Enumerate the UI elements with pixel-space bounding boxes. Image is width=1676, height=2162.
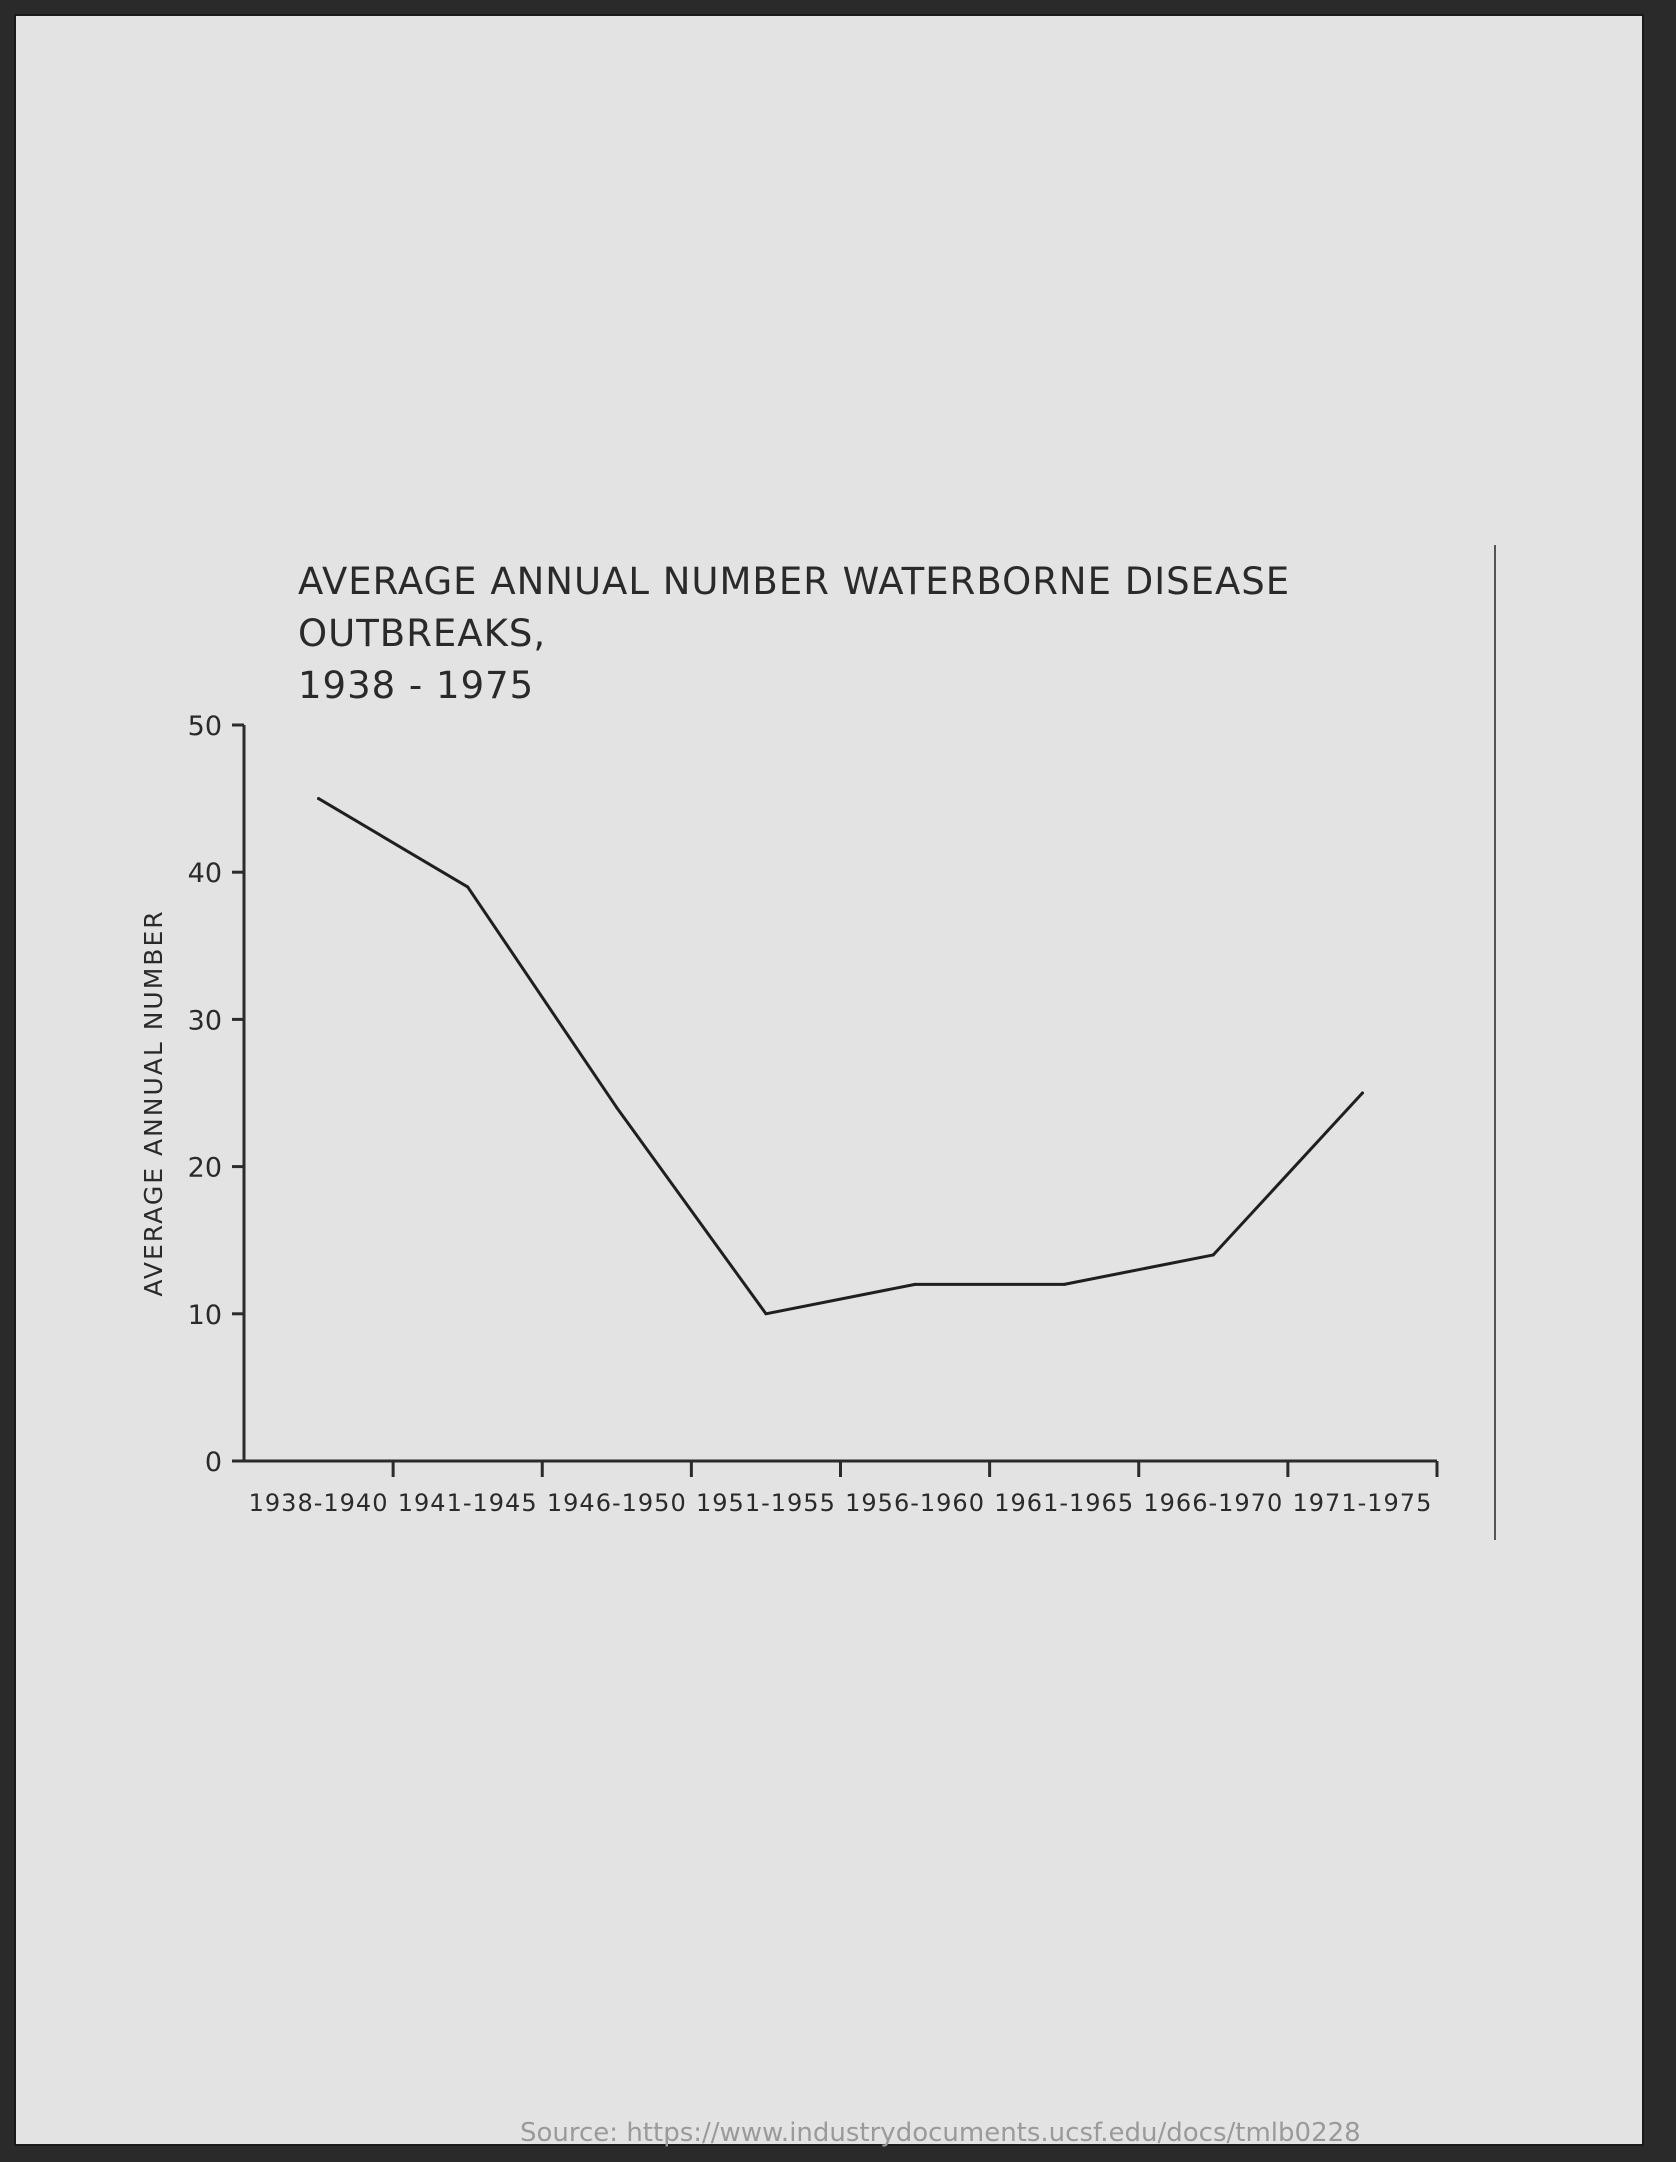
x-tick-label: 1966-1970 — [1143, 1489, 1283, 1517]
y-tick-label: 10 — [188, 1300, 222, 1331]
source-footer: Source: https://www.industrydocuments.uc… — [520, 2118, 1361, 2148]
chart-subtitle: 1938 - 1975 — [298, 664, 535, 707]
data-point — [1360, 1091, 1364, 1095]
y-tick-label: 50 — [188, 711, 222, 742]
chart-title: AVERAGE ANNUAL NUMBER WATERBORNE DISEASE… — [298, 556, 1498, 712]
data-point — [1062, 1282, 1066, 1286]
data-point — [1211, 1253, 1215, 1257]
x-tick-label: 1946-1950 — [547, 1489, 687, 1517]
document-page — [14, 14, 1644, 2146]
x-tick-label: 1971-1975 — [1293, 1489, 1433, 1517]
chart-axes: 0 10 20 30 40 50 1938-1940 1941-1945 1946-1950 19… — [139, 711, 1439, 1517]
y-tick-label: 0 — [205, 1447, 222, 1478]
x-tick-label: 1951-1955 — [696, 1489, 836, 1517]
right-margin-rule — [1494, 545, 1496, 1540]
data-point — [615, 1106, 619, 1110]
chart-marks — [317, 797, 1364, 1316]
y-tick-label: 20 — [188, 1153, 222, 1184]
series-line — [317, 797, 1364, 1316]
x-tick-label: 1956-1960 — [845, 1489, 985, 1517]
y-tick-label: 30 — [188, 1005, 222, 1036]
y-axis-title: AVERAGE ANNUAL NUMBER — [139, 909, 168, 1296]
x-tick-label: 1961-1965 — [994, 1489, 1134, 1517]
data-point — [764, 1312, 768, 1316]
data-point — [317, 797, 321, 801]
chart-title-line: AVERAGE ANNUAL NUMBER WATERBORNE DISEASE… — [298, 560, 1291, 655]
data-point — [913, 1282, 917, 1286]
y-tick-label: 40 — [188, 858, 222, 889]
x-tick-label: 1938-1940 — [249, 1489, 389, 1517]
x-tick-label: 1941-1945 — [398, 1489, 538, 1517]
data-point — [466, 885, 470, 889]
